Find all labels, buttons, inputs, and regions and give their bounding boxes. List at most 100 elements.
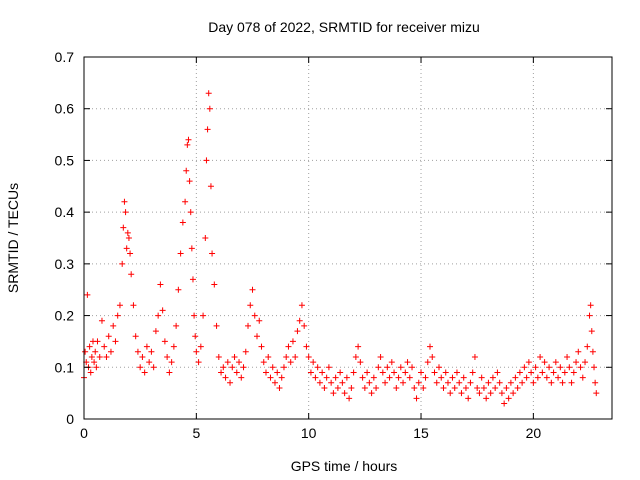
data-point — [161, 338, 168, 345]
data-point — [330, 390, 337, 397]
data-point — [93, 364, 100, 371]
data-point — [186, 178, 193, 185]
data-point — [159, 307, 166, 314]
data-point — [568, 379, 575, 386]
data-point — [592, 379, 599, 386]
data-point — [373, 384, 380, 391]
data-point — [96, 353, 103, 360]
chart-title: Day 078 of 2022, SRMTID for receiver miz… — [208, 19, 480, 35]
data-point — [205, 90, 212, 97]
data-point — [557, 364, 564, 371]
data-point — [543, 374, 550, 381]
data-point — [334, 384, 341, 391]
data-point — [400, 379, 407, 386]
data-point — [449, 374, 456, 381]
data-point — [325, 364, 332, 371]
data-point — [352, 353, 359, 360]
data-point — [192, 333, 199, 340]
data-point — [388, 359, 395, 366]
data-point — [258, 343, 265, 350]
data-point — [440, 384, 447, 391]
data-point — [105, 333, 112, 340]
y-tick-label: 0.6 — [55, 101, 75, 117]
data-point — [242, 348, 249, 355]
data-point — [451, 384, 458, 391]
data-point — [489, 374, 496, 381]
data-point — [185, 136, 192, 143]
data-point — [310, 359, 317, 366]
data-point — [211, 281, 218, 288]
data-point — [123, 245, 130, 252]
data-point — [254, 333, 261, 340]
data-point — [346, 395, 353, 402]
data-point — [476, 390, 483, 397]
data-point — [366, 379, 373, 386]
data-point — [227, 379, 234, 386]
data-point — [422, 374, 429, 381]
data-point — [278, 374, 285, 381]
y-tick-label: 0.3 — [55, 256, 75, 272]
data-point — [492, 384, 499, 391]
data-point — [424, 359, 431, 366]
data-point — [207, 183, 214, 190]
data-point — [173, 322, 180, 329]
data-point — [94, 338, 101, 345]
data-point — [350, 369, 357, 376]
plot-frame — [83, 56, 613, 420]
data-point — [496, 379, 503, 386]
data-point — [112, 338, 119, 345]
data-point — [155, 312, 162, 319]
data-point — [523, 374, 530, 381]
data-point — [204, 126, 211, 133]
data-point — [269, 364, 276, 371]
x-tick-label: 10 — [301, 425, 317, 441]
data-point — [458, 390, 465, 397]
data-point — [251, 312, 258, 319]
data-point — [122, 209, 129, 216]
data-point — [435, 364, 442, 371]
data-point — [467, 379, 474, 386]
data-point — [134, 348, 141, 355]
data-point — [404, 359, 411, 366]
data-point — [218, 369, 225, 376]
data-point — [184, 141, 191, 148]
data-point — [537, 353, 544, 360]
data-point — [84, 291, 91, 298]
data-point — [516, 369, 523, 376]
data-point — [442, 369, 449, 376]
data-point — [391, 369, 398, 376]
data-point — [534, 374, 541, 381]
data-point — [137, 364, 144, 371]
data-point — [265, 353, 272, 360]
data-point — [339, 379, 346, 386]
data-point — [301, 322, 308, 329]
data-point — [256, 317, 263, 324]
data-point — [525, 359, 532, 366]
data-point — [552, 359, 559, 366]
x-axis-label: GPS time / hours — [291, 458, 398, 474]
data-point — [507, 379, 514, 386]
data-point — [555, 374, 562, 381]
data-point — [561, 369, 568, 376]
data-point — [183, 167, 190, 174]
data-point — [110, 322, 117, 329]
data-point — [546, 364, 553, 371]
data-point — [587, 302, 594, 309]
data-point — [280, 364, 287, 371]
data-point — [559, 379, 566, 386]
data-point — [427, 343, 434, 350]
x-tick-label: 5 — [192, 425, 200, 441]
data-point — [582, 359, 589, 366]
data-point — [148, 348, 155, 355]
data-point — [577, 364, 584, 371]
data-point — [337, 369, 344, 376]
data-point — [480, 384, 487, 391]
data-point — [397, 364, 404, 371]
data-point — [415, 379, 422, 386]
data-point — [566, 364, 573, 371]
data-point — [361, 384, 368, 391]
data-point — [283, 353, 290, 360]
data-point — [292, 353, 299, 360]
data-point — [444, 379, 451, 386]
